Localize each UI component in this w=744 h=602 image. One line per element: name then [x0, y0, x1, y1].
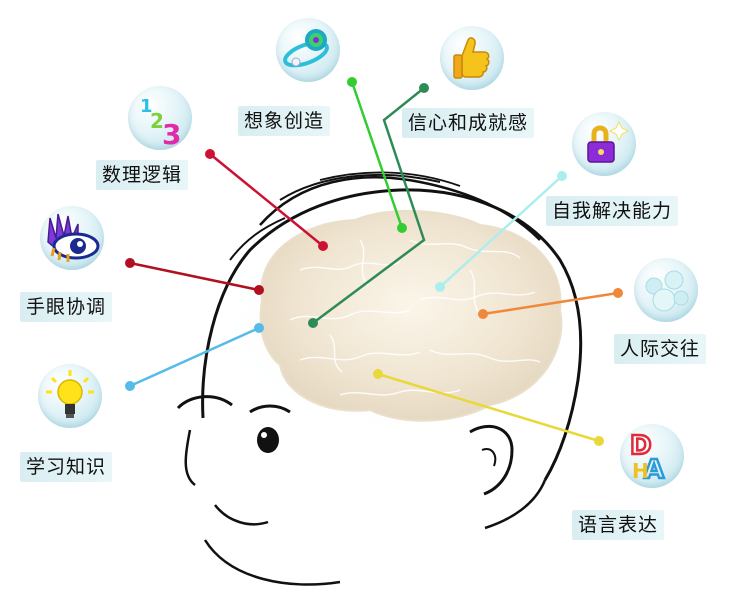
- dot-imagination-b: [397, 223, 407, 233]
- ear: [469, 424, 514, 496]
- dot-social-b: [478, 309, 488, 319]
- orbit-icon: [276, 18, 340, 82]
- dot-imagination-a: [347, 77, 357, 87]
- connector-self-solving: [439, 175, 563, 288]
- connector-imagination: [350, 81, 404, 229]
- connector-confidence: [312, 87, 426, 325]
- dot-hand-eye-b: [254, 285, 264, 295]
- svg-text:A: A: [644, 455, 664, 485]
- dot-self-solving-a: [557, 171, 567, 181]
- letters-icon: D A H: [620, 424, 684, 488]
- dot-logic-b: [318, 241, 328, 251]
- svg-text:D: D: [630, 431, 652, 461]
- dot-knowledge-a: [125, 381, 135, 391]
- svg-text:H: H: [632, 459, 649, 483]
- chin: [203, 539, 341, 586]
- label-logic: 数理逻辑: [96, 160, 189, 190]
- svg-text:1: 1: [140, 96, 153, 117]
- label-social: 人际交往: [614, 334, 707, 364]
- dot-knowledge-b: [254, 323, 264, 333]
- label-confidence: 信心和成就感: [402, 108, 535, 138]
- bubbles-icon: [634, 258, 698, 322]
- eye-hand-icon: [40, 206, 104, 270]
- connector-hand-eye: [129, 261, 260, 292]
- dot-social-a: [613, 288, 623, 298]
- dot-language-b: [373, 369, 383, 379]
- connector-language: [377, 372, 600, 443]
- label-knowledge: 学习知识: [20, 452, 113, 482]
- dot-language-a: [594, 436, 604, 446]
- forehead-line: [176, 395, 233, 410]
- lock-icon: [572, 112, 636, 176]
- eye: [257, 427, 279, 453]
- thumbs-up-icon: [440, 26, 504, 90]
- numbers-123-icon: 1 2 3: [128, 86, 192, 151]
- svg-text:3: 3: [162, 118, 181, 151]
- dot-hand-eye-a: [125, 258, 135, 268]
- lightbulb-icon: [38, 364, 102, 428]
- svg-text:2: 2: [150, 109, 164, 133]
- cheek: [214, 504, 269, 526]
- connector-logic: [209, 153, 324, 247]
- label-language: 语言表达: [572, 510, 665, 540]
- hair: [259, 176, 541, 241]
- dot-confidence-a: [419, 83, 429, 93]
- dot-self-solving-b: [435, 282, 445, 292]
- eyebrow: [249, 404, 291, 414]
- label-imagination: 想象创造: [238, 106, 331, 136]
- connector-social: [482, 291, 619, 316]
- head-outline: [201, 188, 583, 481]
- brain: [259, 209, 563, 422]
- dot-logic-a: [205, 149, 215, 159]
- label-hand-eye: 手眼协调: [20, 292, 113, 322]
- dot-confidence-b: [308, 318, 318, 328]
- connector-knowledge: [129, 326, 260, 388]
- label-self-solving: 自我解决能力: [546, 196, 679, 226]
- nose: [184, 429, 196, 486]
